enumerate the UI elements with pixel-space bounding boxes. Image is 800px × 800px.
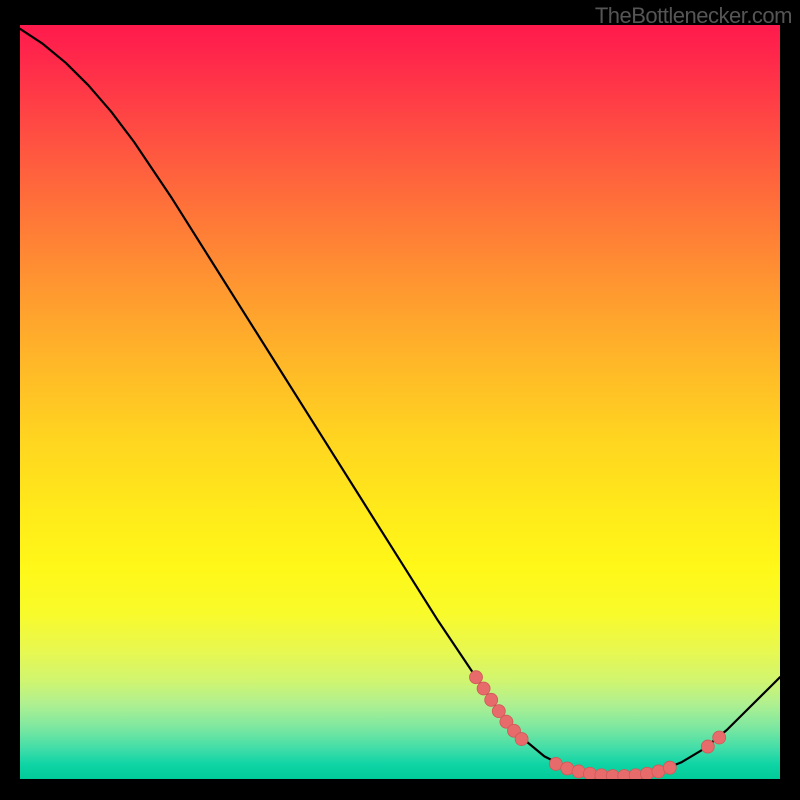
data-marker bbox=[713, 731, 726, 744]
data-marker bbox=[584, 767, 597, 779]
data-marker bbox=[641, 767, 654, 779]
data-marker bbox=[561, 762, 574, 775]
data-marker bbox=[606, 769, 619, 779]
data-marker bbox=[701, 740, 714, 753]
data-marker bbox=[663, 761, 676, 774]
data-marker bbox=[515, 733, 528, 746]
bottleneck-curve-chart bbox=[20, 25, 780, 779]
data-marker bbox=[485, 693, 498, 706]
gradient-background bbox=[20, 25, 780, 779]
data-marker bbox=[618, 769, 631, 779]
data-marker bbox=[595, 769, 608, 779]
chart-container bbox=[20, 25, 780, 779]
data-marker bbox=[477, 682, 490, 695]
data-marker bbox=[470, 671, 483, 684]
data-marker bbox=[572, 765, 585, 778]
